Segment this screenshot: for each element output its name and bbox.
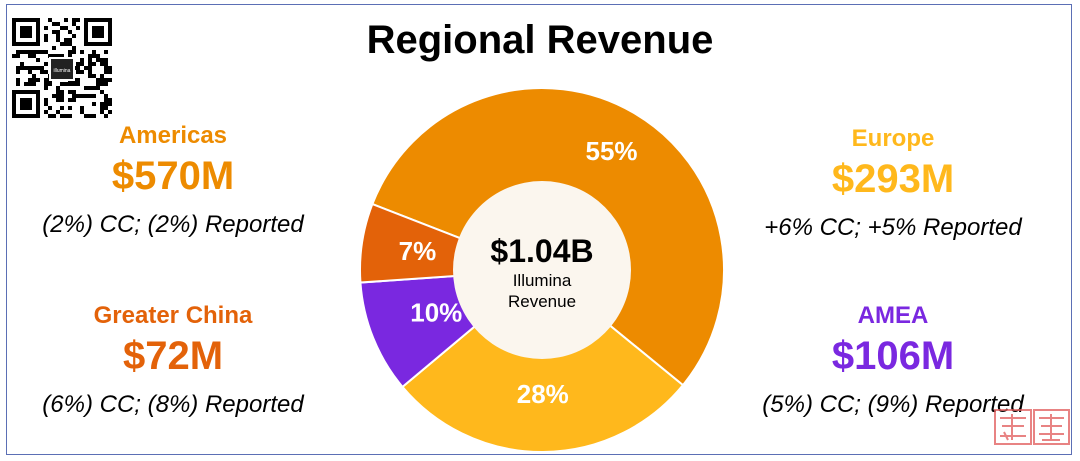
slice-label-greater-china: 7% — [399, 236, 437, 266]
europe-name: Europe — [851, 125, 935, 152]
revenue-donut-chart: $1.04B Illumina Revenue 55% 28% 10% 7% — [359, 87, 725, 453]
europe-change: +6% CC; +5% Reported — [764, 214, 1022, 241]
americas-change: (2%) CC; (2%) Reported — [42, 211, 304, 238]
slice-label-amea: 10% — [410, 298, 462, 328]
greater-china-value: $72M — [122, 334, 224, 378]
slice-label-europe: 28% — [517, 379, 569, 409]
americas-name: Americas — [118, 122, 228, 149]
slice-europe — [401, 268, 685, 453]
page-title: Regional Revenue — [366, 18, 714, 62]
greater-china-change: (6%) CC; (8%) Reported — [42, 391, 304, 418]
region-amea: AMEA $106M (5%) CC; (9%) Reported — [728, 302, 1058, 419]
amea-name: AMEA — [857, 302, 929, 329]
greater-china-name: Greater China — [93, 302, 253, 329]
slice-label-americas: 55% — [585, 136, 637, 166]
center-total: $1.04B — [490, 233, 593, 269]
region-greater-china: Greater China $72M (6%) CC; (8%) Reporte… — [8, 302, 338, 419]
red-seal-watermark — [994, 409, 1070, 445]
center-line-2: Revenue — [508, 292, 576, 311]
qr-code: illumina — [12, 18, 112, 118]
donut-center — [453, 181, 631, 359]
amea-change: (5%) CC; (9%) Reported — [762, 391, 1024, 418]
region-europe: Europe $293M +6% CC; +5% Reported — [728, 125, 1058, 242]
europe-value: $293M — [831, 157, 955, 201]
qr-logo-text: illumina — [54, 68, 71, 74]
americas-value: $570M — [111, 154, 235, 198]
region-americas: Americas $570M (2%) CC; (2%) Reported — [8, 122, 338, 239]
amea-value: $106M — [831, 334, 955, 378]
center-line-1: Illumina — [513, 271, 572, 290]
